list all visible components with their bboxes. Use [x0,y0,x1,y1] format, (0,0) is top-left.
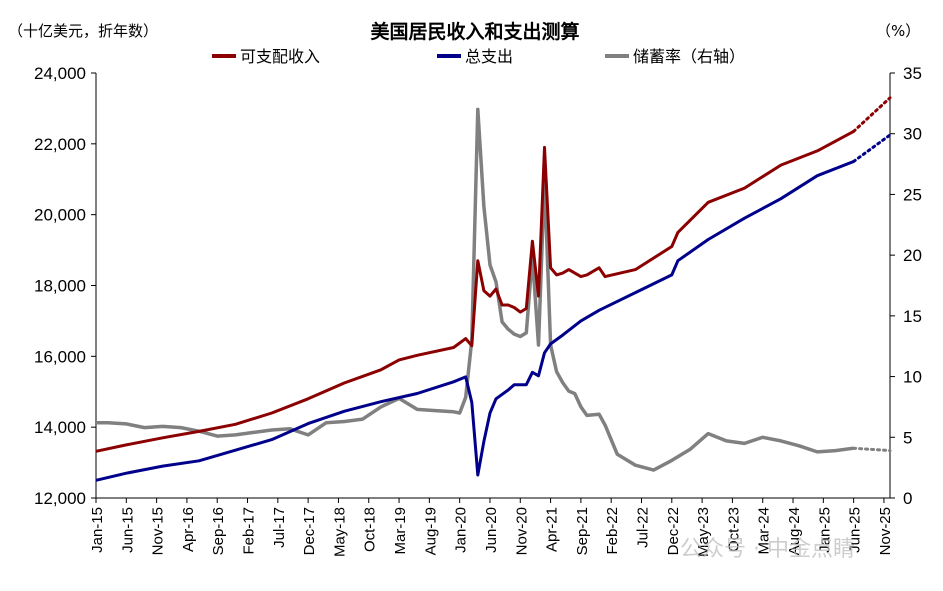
left-tick-label: 20,000 [34,206,86,225]
x-tick-label: Dec-22 [665,507,682,555]
x-tick-label: Dec-17 [301,507,318,555]
legend-label-saving: 储蓄率（右轴） [633,47,745,66]
x-tick-label: Mar-19 [392,507,409,555]
axes: 12,000 14,000 16,000 18,000 20,000 22,000 24,0… [34,64,922,557]
x-tick-label: Sep-21 [574,507,591,555]
x-tick-label: Aug-24 [786,507,803,555]
legend-label-income: 可支配收入 [240,47,320,66]
x-tick-label: Aug-19 [422,507,439,555]
left-tick-label: 24,000 [34,64,86,83]
x-tick-label: Feb-22 [604,507,621,555]
right-tick-label: 0 [903,489,912,508]
left-tick-label: 18,000 [34,277,86,296]
x-tick-label: Nov-15 [150,507,167,555]
legend-label-spending: 总支出 [465,47,513,66]
right-tick-label: 25 [903,185,922,204]
series-line-spending [95,160,855,482]
left-tick-label: 14,000 [34,418,86,437]
right-tick-label: 20 [903,246,922,265]
x-tick-label: Jan-25 [816,507,833,553]
x-tick-label: Jun-15 [119,507,136,553]
x-tick-label: Oct-18 [362,507,379,552]
x-tick-label: May-18 [331,507,348,557]
right-tick-label: 10 [903,368,922,387]
x-tick-label: Jan-20 [453,507,470,553]
x-tick-label: Apr-16 [180,507,197,552]
x-tick-label: Nov-20 [513,507,530,555]
x-tick-label: Jan-15 [89,507,106,553]
x-tick-label: May-23 [695,507,712,557]
x-tick-label: Jul-17 [271,507,288,548]
x-tick-label: Jun-25 [847,507,864,553]
left-tick-label: 12,000 [34,489,86,508]
chart-title: 美国居民收入和支出测算 [370,20,579,43]
x-tick-label: Oct-23 [725,507,742,552]
series-line-income [95,130,855,453]
right-tick-label: 15 [903,307,922,326]
x-tick-label: Nov-25 [877,507,894,555]
left-tick-label: 22,000 [34,135,86,154]
right-tick-label: 5 [903,428,912,447]
x-tick-label: Jun-20 [483,507,500,553]
watermark: 公众号 · 中金点睛 [680,537,855,562]
left-axis-unit: （十亿美元，折年数） [8,22,158,40]
x-tick-label: Jul-22 [634,507,651,548]
x-tick-label: Mar-24 [756,507,773,555]
x-tick-label: Sep-16 [210,507,227,555]
series-forecast-saving [852,446,892,453]
x-tick-label: Apr-21 [544,507,561,552]
right-tick-label: 35 [903,64,922,83]
right-tick-label: 30 [903,125,922,144]
legend: 可支配收入 总支出 储蓄率（右轴） [212,47,745,66]
series-forecast-spending [852,133,892,163]
series-lines [95,96,892,482]
series-line-saving [96,107,854,472]
right-axis-unit: （%） [876,22,920,40]
x-tick-label: Feb-17 [241,507,258,555]
left-tick-label: 16,000 [34,347,86,366]
series-forecast-income [852,96,892,133]
